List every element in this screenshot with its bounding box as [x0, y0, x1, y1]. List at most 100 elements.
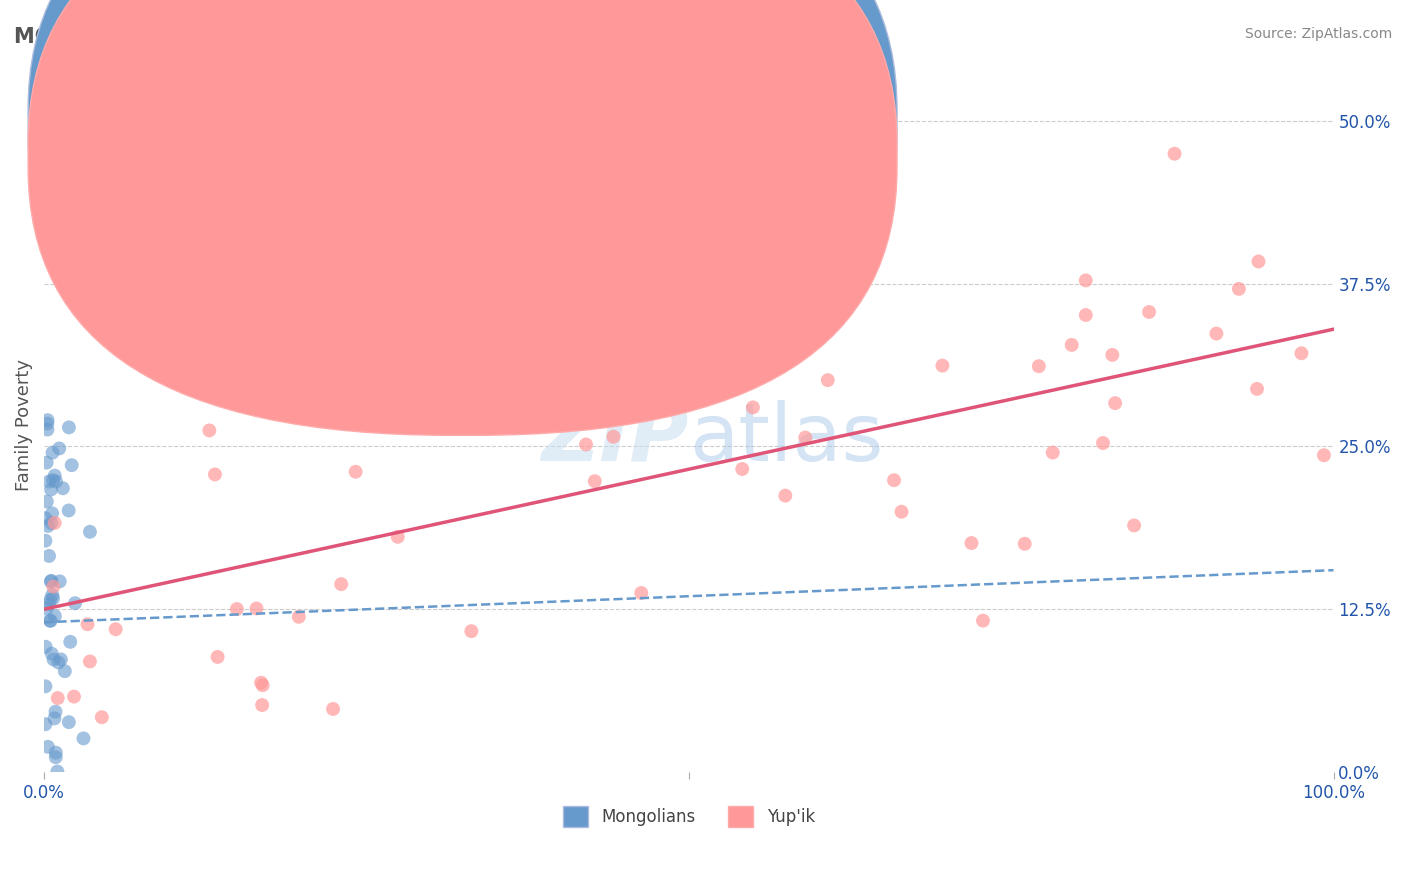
Yup'ik [794, 430, 817, 444]
Mongolians [48, 442, 70, 456]
Mongolians [35, 494, 58, 508]
Mongolians [44, 711, 66, 725]
Mongolians [46, 764, 69, 779]
Yup'ik [1101, 348, 1123, 362]
Yup'ik [1042, 445, 1064, 459]
Yup'ik [396, 387, 419, 401]
Yup'ik [1123, 518, 1146, 533]
Text: R =  0.011   N = 52: R = 0.011 N = 52 [461, 113, 624, 131]
Yup'ik [575, 437, 598, 451]
Mongolians [35, 601, 58, 615]
Yup'ik [817, 373, 839, 387]
Legend: Mongolians, Yup'ik: Mongolians, Yup'ik [555, 799, 821, 833]
Mongolians [63, 596, 86, 610]
Mongolians [39, 592, 62, 607]
Yup'ik [225, 602, 247, 616]
Mongolians [45, 475, 67, 489]
Mongolians [38, 597, 60, 611]
Mongolians [60, 458, 83, 472]
Text: atlas: atlas [689, 400, 883, 477]
Yup'ik [1014, 537, 1036, 551]
Mongolians [59, 635, 82, 649]
Mongolians [35, 456, 58, 470]
Text: MONGOLIAN VS YUP'IK FAMILY POVERTY CORRELATION CHART: MONGOLIAN VS YUP'IK FAMILY POVERTY CORRE… [14, 27, 741, 46]
Mongolians [79, 524, 101, 539]
Yup'ik [245, 601, 267, 615]
Yup'ik [115, 343, 138, 357]
Mongolians [37, 413, 59, 427]
Mongolians [34, 679, 56, 693]
Mongolians [39, 574, 62, 588]
Yup'ik [1137, 305, 1160, 319]
Mongolians [72, 731, 94, 746]
Mongolians [52, 481, 75, 495]
Yup'ik [250, 698, 273, 712]
Yup'ik [1247, 254, 1270, 268]
Yup'ik [198, 424, 221, 438]
Yup'ik [602, 430, 624, 444]
Yup'ik [322, 702, 344, 716]
Mongolians [58, 420, 80, 434]
Yup'ik [387, 530, 409, 544]
Mongolians [53, 664, 76, 678]
Mongolians [41, 647, 63, 661]
Mongolians [42, 473, 65, 487]
Mongolians [45, 750, 67, 764]
Yup'ik [44, 516, 66, 530]
Yup'ik [1104, 396, 1126, 410]
Yup'ik [1028, 359, 1050, 374]
Yup'ik [90, 710, 112, 724]
Yup'ik [76, 617, 98, 632]
Mongolians [41, 588, 63, 602]
Yup'ik [46, 691, 69, 706]
Y-axis label: Family Poverty: Family Poverty [15, 359, 32, 491]
Yup'ik [720, 339, 742, 353]
Yup'ik [583, 474, 606, 488]
Mongolians [37, 423, 59, 437]
Yup'ik [742, 401, 765, 415]
Mongolians [34, 511, 56, 525]
Mongolians [48, 574, 70, 589]
Yup'ik [104, 622, 127, 636]
Text: Source: ZipAtlas.com: Source: ZipAtlas.com [1244, 27, 1392, 41]
Mongolians [38, 549, 60, 563]
Yup'ik [1246, 382, 1268, 396]
Yup'ik [79, 655, 101, 669]
Mongolians [37, 519, 59, 533]
Mongolians [38, 475, 60, 489]
Yup'ik [1091, 436, 1114, 450]
Mongolians [44, 705, 66, 719]
Yup'ik [883, 473, 905, 487]
Yup'ik [204, 467, 226, 482]
Yup'ik [330, 577, 353, 591]
Yup'ik [630, 586, 652, 600]
Mongolians [39, 483, 62, 497]
Text: R =  0.639   N = 61: R = 0.639 N = 61 [461, 147, 623, 165]
Mongolians [39, 516, 62, 530]
Yup'ik [1163, 146, 1185, 161]
Yup'ik [931, 359, 953, 373]
Yup'ik [806, 319, 828, 334]
Mongolians [41, 446, 63, 460]
Yup'ik [1313, 448, 1336, 462]
Mongolians [41, 506, 63, 520]
Yup'ik [499, 371, 522, 385]
Yup'ik [42, 580, 65, 594]
Yup'ik [1074, 308, 1097, 322]
Yup'ik [731, 462, 754, 476]
Mongolians [37, 739, 59, 754]
Mongolians [44, 468, 66, 483]
Yup'ik [1291, 346, 1313, 360]
Yup'ik [288, 609, 311, 624]
Mongolians [49, 652, 72, 666]
Yup'ik [1227, 282, 1250, 296]
Yup'ik [63, 690, 86, 704]
Mongolians [48, 656, 70, 670]
Mongolians [37, 417, 59, 431]
Yup'ik [710, 372, 733, 386]
Yup'ik [344, 465, 367, 479]
Yup'ik [1060, 338, 1083, 352]
Mongolians [34, 717, 56, 731]
Mongolians [39, 574, 62, 589]
Yup'ik [207, 649, 229, 664]
